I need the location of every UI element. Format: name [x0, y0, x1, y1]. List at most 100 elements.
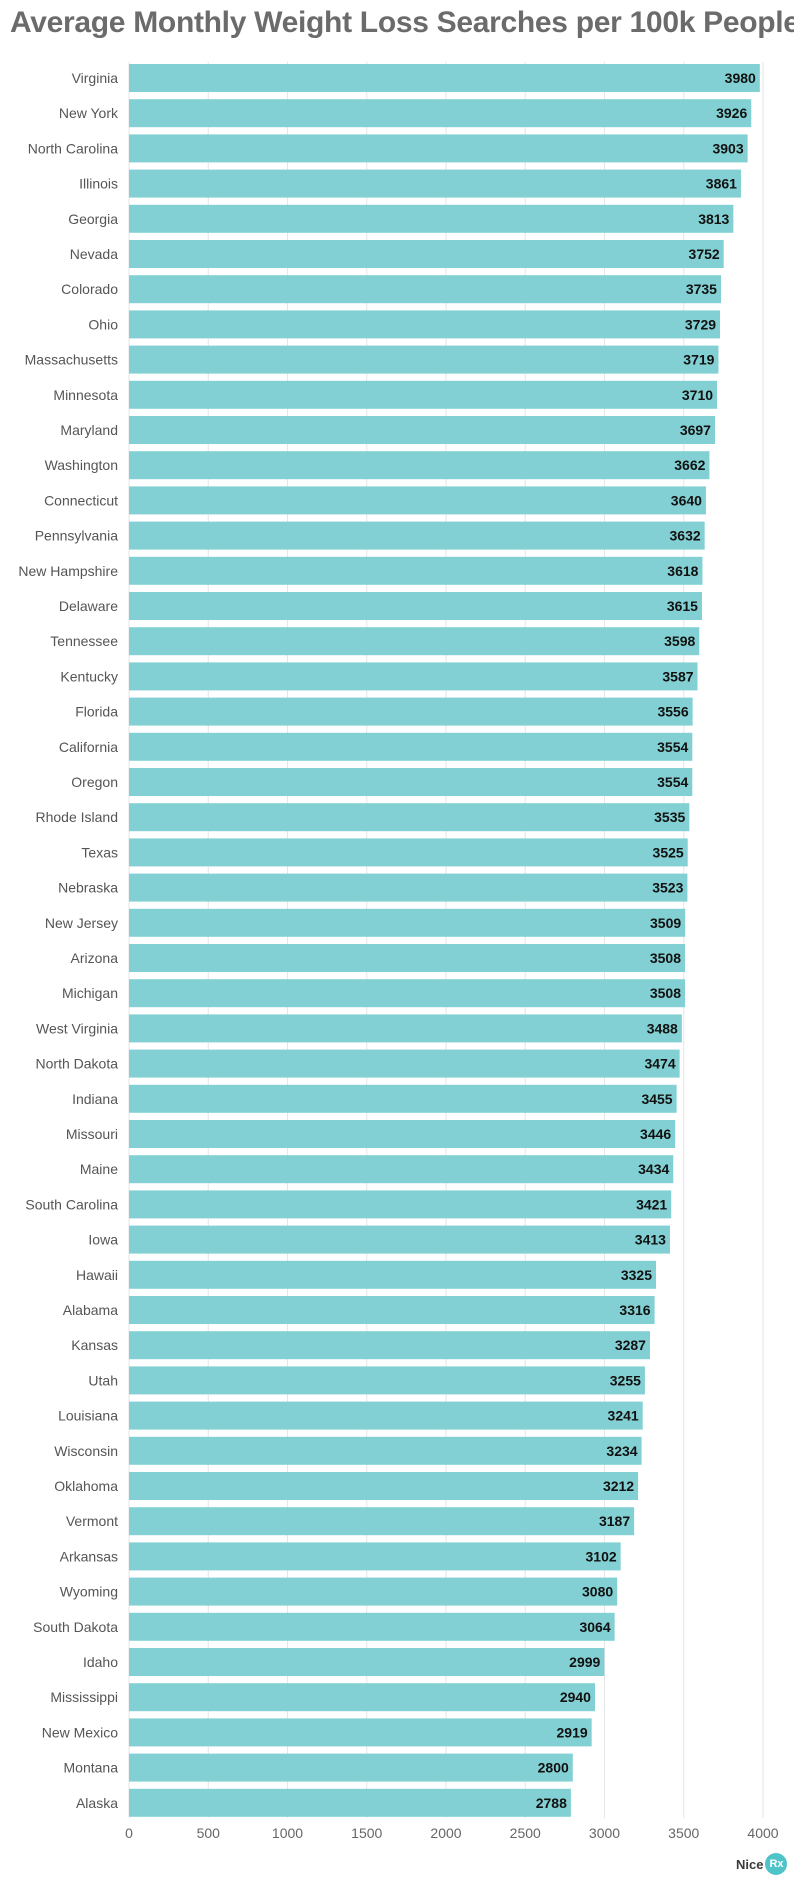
category-label: Washington: [45, 457, 118, 473]
bar: [129, 908, 686, 937]
bar: [129, 64, 760, 92]
bar: [129, 1331, 650, 1360]
bar: [129, 1472, 639, 1500]
value-label: 3535: [654, 809, 685, 825]
category-label: South Dakota: [33, 1619, 118, 1635]
value-label: 3752: [689, 246, 720, 262]
value-label: 3446: [640, 1126, 671, 1142]
category-label: Montana: [64, 1760, 119, 1776]
value-label: 3556: [657, 704, 688, 720]
category-label: Michigan: [62, 985, 118, 1001]
value-label: 3508: [650, 950, 681, 966]
bar: [129, 1225, 670, 1254]
category-label: New Mexico: [42, 1724, 118, 1740]
value-label: 3455: [641, 1091, 672, 1107]
category-label: Texas: [81, 844, 118, 860]
value-label: 2788: [536, 1795, 567, 1811]
value-label: 3316: [619, 1302, 650, 1318]
value-label: 2940: [560, 1689, 591, 1705]
value-label: 3413: [635, 1232, 666, 1248]
value-label: 3926: [716, 105, 747, 121]
value-label: 3554: [657, 774, 688, 790]
bar: [129, 627, 700, 656]
value-label: 3241: [608, 1408, 639, 1424]
value-label: 3102: [586, 1548, 617, 1564]
x-axis-ticks: 0 500 1000 1500 2000 2500 3000 3500 4000: [125, 1825, 779, 1841]
category-label: Hawaii: [76, 1267, 118, 1283]
value-label: 3632: [670, 528, 701, 544]
category-label: Alabama: [63, 1302, 118, 1318]
bar: [129, 1260, 657, 1289]
value-label: 3509: [650, 915, 681, 931]
bar: [129, 521, 705, 550]
category-label: Oklahoma: [54, 1478, 118, 1494]
value-label: 3861: [706, 176, 737, 192]
value-label: 2800: [538, 1760, 569, 1776]
value-label: 3234: [606, 1443, 637, 1459]
value-label: 3729: [685, 316, 716, 332]
value-label: 3719: [683, 352, 714, 368]
bar: [129, 1542, 621, 1571]
category-label: Ohio: [88, 316, 118, 332]
x-tick-label: 1500: [351, 1825, 382, 1841]
bar: [129, 1155, 674, 1184]
value-label: 3212: [603, 1478, 634, 1494]
bar: [129, 1788, 571, 1817]
bar: [129, 1683, 595, 1712]
value-label: 3421: [636, 1196, 667, 1212]
bar: [129, 240, 724, 268]
bar: [129, 1084, 677, 1113]
bar: [129, 732, 693, 761]
value-label: 3697: [680, 422, 711, 438]
x-tick-label: 2000: [430, 1825, 461, 1841]
category-label: Missouri: [66, 1126, 118, 1142]
category-label: Tennessee: [50, 633, 118, 649]
value-label: 2999: [569, 1654, 600, 1670]
bar: [129, 838, 688, 867]
bar: [129, 1120, 676, 1148]
bar: [129, 99, 752, 128]
bar: [129, 345, 719, 374]
value-label: 3587: [662, 668, 693, 684]
category-label: Iowa: [88, 1232, 118, 1248]
category-label: Mississippi: [50, 1689, 118, 1705]
category-label: Nevada: [70, 246, 118, 262]
bar: [129, 1296, 655, 1324]
category-label: California: [59, 739, 118, 755]
category-label: Wyoming: [60, 1584, 118, 1600]
value-label: 3903: [712, 140, 743, 156]
value-label: 3488: [647, 1020, 678, 1036]
category-label: Kentucky: [60, 668, 118, 684]
value-labels: 3980 3926 3903 3861 3813 3752 3735 3729 3719 3710…: [536, 70, 756, 1811]
bar: [129, 1049, 680, 1078]
bar: [129, 1718, 592, 1747]
bar: [129, 169, 741, 198]
value-label: 3525: [653, 844, 684, 860]
value-label: 3813: [698, 211, 729, 227]
category-label: Georgia: [68, 211, 118, 227]
value-label: 3735: [686, 281, 717, 297]
category-label: Massachusetts: [25, 352, 118, 368]
chart-title: Average Monthly Weight Loss Searches per…: [10, 6, 794, 39]
bar: [129, 275, 721, 304]
category-label: Florida: [75, 704, 118, 720]
value-label: 3508: [650, 985, 681, 1001]
value-label: 3554: [657, 739, 688, 755]
logo-text: Nice: [736, 1856, 764, 1872]
value-label: 3615: [667, 598, 698, 614]
bar: [129, 134, 748, 163]
category-label: Nebraska: [58, 880, 118, 896]
bar: [129, 768, 693, 796]
category-label: Arizona: [71, 950, 119, 966]
bar: [129, 1753, 573, 1782]
bar: [129, 1612, 615, 1641]
x-tick-label: 500: [197, 1825, 221, 1841]
category-label: Maryland: [60, 422, 118, 438]
category-label: Illinois: [79, 176, 118, 192]
x-tick-label: 4000: [747, 1825, 778, 1841]
category-label: Utah: [88, 1372, 118, 1388]
x-tick-label: 0: [125, 1825, 133, 1841]
bar: [129, 416, 715, 444]
x-tick-label: 3500: [668, 1825, 699, 1841]
value-label: 3325: [621, 1267, 652, 1283]
